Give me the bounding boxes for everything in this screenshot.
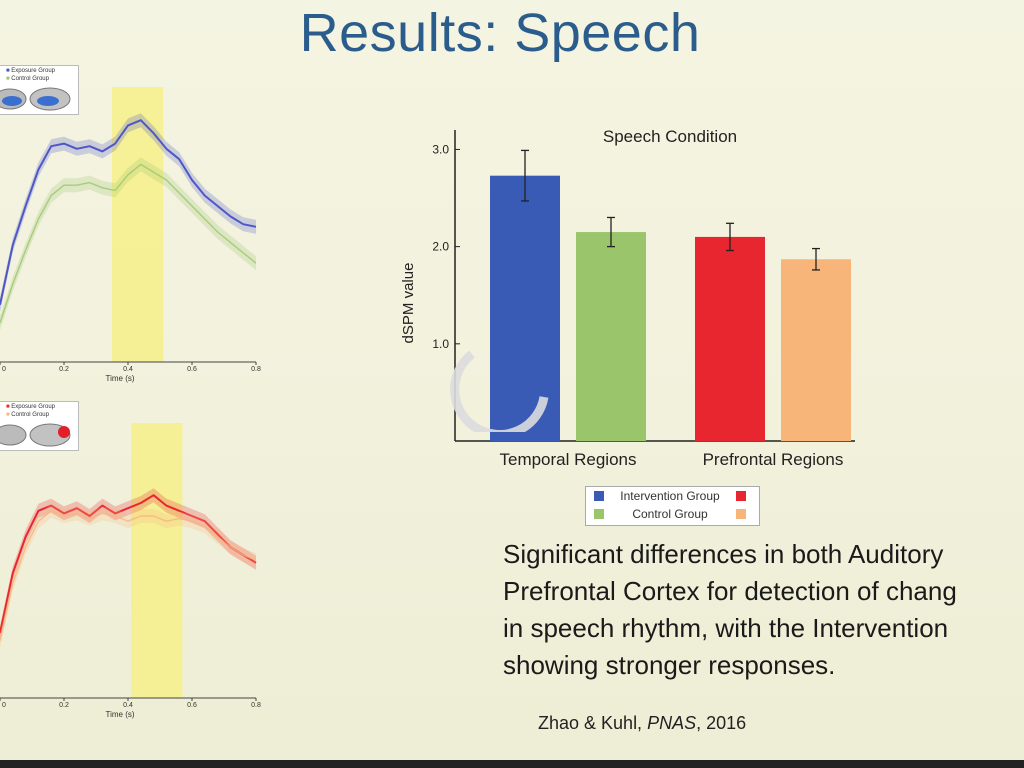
x-tick-label: 0.8: [251, 702, 261, 709]
bar-prefrontal-intervention: [695, 236, 765, 441]
citation-journal: PNAS: [647, 713, 697, 733]
x-tick-label: 0.8: [251, 366, 261, 373]
bar-prefrontal-control: [781, 259, 851, 441]
x-tick-label: 0: [2, 702, 6, 709]
x-tick-label: 0.4: [123, 702, 133, 709]
series-line-control: [0, 510, 257, 641]
x-tick-label: 0.2: [59, 702, 69, 709]
body-line: showing stronger responses.: [503, 650, 836, 680]
y-tick-label: 3.0: [432, 142, 449, 156]
x-tick-label: 0.2: [59, 366, 69, 373]
line-chart-prefrontal: ■ Exposure Group ■ Control Group 0 0.2 0.4…: [0, 398, 262, 728]
bar-chart-legend: Intervention Group Control Group: [585, 486, 760, 526]
highlight-window: [112, 87, 164, 362]
legend-inset-top: ■ Exposure Group ■ Control Group: [0, 65, 79, 115]
citation: Zhao & Kuhl, PNAS, 2016: [538, 713, 747, 733]
loading-spinner-icon: [450, 350, 549, 432]
highlight-window: [131, 423, 183, 698]
bar-temporal-intervention: [490, 175, 560, 441]
chart-title: Speech Condition: [603, 127, 737, 146]
x-tick-label: 0.6: [187, 366, 197, 373]
series-line-exposure: [0, 119, 257, 306]
x-tick-label: 0.6: [187, 702, 197, 709]
x-category-label: Prefrontal Regions: [703, 450, 844, 469]
series-band: [0, 157, 256, 330]
body-line: in speech rhythm, with the Intervention: [503, 613, 949, 643]
series-line-control: [0, 163, 257, 324]
legend-control-label-bar: Control Group: [632, 507, 708, 521]
bar-temporal-control: [576, 232, 646, 441]
slide-title: Results: Speech: [299, 3, 701, 63]
body-text: Significant differences in both Auditory…: [503, 536, 1024, 684]
bar-chart-speech: 1.0 2.0 3.0 Speech Condition dSPM value Tempo…: [400, 127, 855, 469]
legend-exposure-label-2: Exposure Group: [11, 404, 55, 410]
body-line: Significant differences in both Auditory: [503, 539, 944, 569]
legend-exposure-label: Exposure Group: [11, 68, 55, 74]
x-tick-label: 0: [2, 366, 6, 373]
x-tick-label: 0.4: [123, 366, 133, 373]
y-axis-label: dSPM value: [400, 263, 417, 344]
brain-icon: [0, 87, 71, 111]
legend-control-label-2: Control Group: [11, 412, 49, 418]
x-axis-label: Time (s): [105, 710, 134, 719]
x-category-label: Temporal Regions: [499, 450, 636, 469]
brain-icon: [0, 423, 71, 447]
y-tick-label: 1.0: [432, 337, 449, 351]
legend-intervention-label: Intervention Group: [620, 489, 720, 503]
legend-control-label: Control Group: [11, 76, 49, 82]
series-line-exposure: [0, 494, 257, 634]
x-axis-label: Time (s): [105, 374, 134, 383]
y-tick-label: 2.0: [432, 240, 449, 254]
legend-inset-bottom: ■ Exposure Group ■ Control Group: [0, 401, 79, 451]
body-line: Prefrontal Cortex for detection of chang: [503, 576, 957, 606]
series-band: [0, 503, 256, 648]
bottom-bar: [0, 760, 1024, 768]
line-chart-temporal: ■ Exposure Group ■ Control Group 0 0.2 0.4…: [0, 62, 262, 392]
